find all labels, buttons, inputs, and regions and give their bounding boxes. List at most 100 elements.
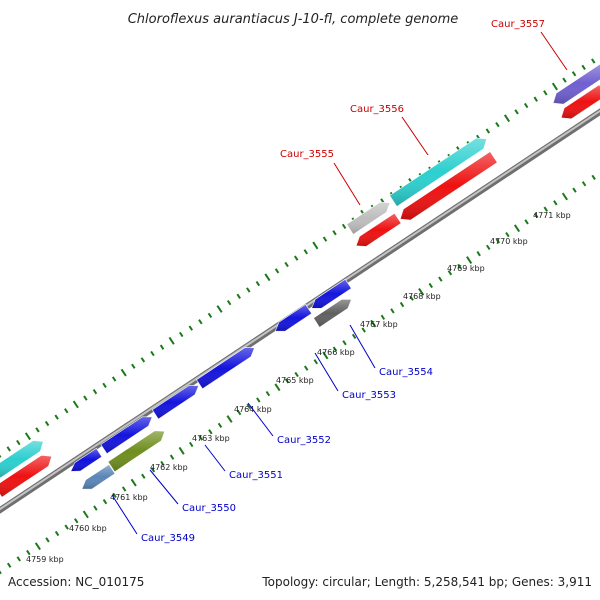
outer-tick-mark (341, 223, 347, 229)
inner-tick-mark (265, 390, 271, 397)
inner-tick-mark (543, 206, 548, 212)
map-title: Chloroflexus aurantiacus J-10-fl, comple… (128, 12, 459, 27)
inner-tick-mark (112, 492, 117, 498)
inner-tick-mark (370, 319, 377, 328)
inner-tick-mark (351, 333, 357, 339)
accession-text: Accession: NC_010175 (8, 575, 144, 589)
kbp-scale-labels: 4759 kbp 4760 kbp 4761 kbp 4762 kbp 4763 kbp… (26, 211, 571, 564)
outer-tick-mark (246, 287, 251, 293)
inner-tick-mark (332, 346, 338, 352)
gene-3552-arrow-shading (152, 385, 199, 419)
outer-tick-mark (120, 368, 127, 377)
inner-tick-mark (495, 238, 501, 244)
outer-tick-mark (551, 82, 558, 91)
genome-summary-text: Topology: circular; Length: 5,258,541 bp… (261, 575, 592, 589)
kbp-label: 4766 kbp (317, 348, 355, 357)
gene-3556b-arrow-shading (400, 151, 498, 220)
gene-3550-arrow-shading (108, 430, 165, 472)
gene-label: Caur_3551 (229, 470, 283, 481)
gene-label-leader (401, 116, 429, 156)
outer-tick-mark (131, 363, 136, 369)
outer-tick-mark (16, 439, 21, 446)
inner-tick-mark (246, 403, 251, 409)
inner-tick-mark (380, 314, 386, 320)
outer-tick-mark (44, 420, 50, 427)
outer-tick-mark (72, 400, 79, 409)
gene-3555-arrow-shading (346, 202, 390, 235)
gene-label-leader (333, 162, 361, 206)
inner-tick-ring (0, 174, 596, 575)
inner-tick-mark (513, 224, 521, 233)
inner-tick-mark (390, 308, 395, 314)
inner-tick-mark (226, 415, 233, 423)
gene-label: Caur_3554 (379, 367, 433, 378)
outer-tick-mark (514, 109, 519, 115)
gene-3554-arrow-a-shading (275, 304, 312, 332)
outer-tick-mark (102, 382, 107, 388)
gene-label-leader (111, 494, 138, 535)
outer-tick-mark (54, 414, 59, 420)
kbp-label: 4769 kbp (447, 264, 485, 273)
gene-3557b-arrow-shading (561, 84, 600, 119)
outer-tick-mark (92, 389, 98, 395)
inner-tick-mark (16, 556, 21, 562)
inner-tick-mark (447, 270, 453, 276)
outer-tick-mark (140, 357, 146, 363)
outer-tick-mark (226, 300, 232, 306)
gene-label-leader (149, 469, 179, 505)
gene-label: Caur_3549 (141, 533, 195, 544)
gene-label: Caur_3557 (491, 19, 545, 30)
outer-tick-mark (485, 128, 491, 134)
inner-tick-mark (581, 181, 587, 187)
inner-tick-mark (418, 287, 425, 296)
outer-tick-mark (543, 90, 548, 96)
inner-tick-mark (399, 301, 405, 308)
gene-3549b-arrow-shading (82, 464, 115, 490)
outer-tick-mark (322, 236, 328, 242)
inner-tick-mark (438, 276, 443, 282)
gene-label-leader (247, 402, 274, 437)
inner-tick-mark (524, 219, 529, 225)
inner-tick-mark (198, 435, 204, 441)
inner-tick-mark (553, 200, 558, 206)
gene-labels: Caur_3549 Caur_3550 Caur_3551 Caur_3552 Caur… (141, 19, 545, 544)
inner-tick-mark (74, 518, 79, 524)
gene-label: Caur_3553 (342, 390, 396, 401)
gene-3549-arrow-shading (70, 448, 102, 472)
outer-tick-mark (168, 336, 175, 345)
inner-tick-mark (82, 510, 89, 519)
inner-tick-mark (54, 530, 60, 537)
outer-tick-mark (312, 241, 319, 250)
inner-tick-mark (150, 467, 156, 473)
outer-tick-mark (207, 312, 213, 319)
outer-tick-mark (255, 280, 261, 287)
outer-tick-mark (571, 71, 577, 77)
outer-tick-mark (581, 64, 586, 71)
inner-tick-mark (294, 371, 299, 378)
gene-3555b-arrow-shading (356, 213, 402, 247)
inner-tick-mark (256, 397, 261, 403)
gene-label: Caur_3552 (277, 435, 331, 446)
inner-tick-mark (284, 378, 290, 384)
outer-tick-mark (0, 454, 2, 458)
inner-tick-mark (303, 365, 309, 371)
outer-tick-mark (533, 96, 538, 102)
outer-tick-mark (274, 268, 280, 274)
kbp-label: 4768 kbp (403, 292, 441, 301)
gene-3556-arrow-shading (389, 138, 487, 207)
inner-tick-mark (505, 231, 510, 238)
kbp-label: 4763 kbp (192, 434, 230, 443)
inner-tick-mark (466, 256, 473, 264)
gene-label: Caur_3550 (182, 503, 236, 514)
gene-label-leader (314, 352, 339, 392)
gene-label-leader (540, 31, 568, 71)
outer-tick-mark (236, 293, 241, 299)
inner-tick-mark (428, 282, 433, 289)
inner-tick-mark (34, 542, 41, 551)
outer-tick-mark (35, 427, 40, 433)
inner-tick-mark (342, 340, 347, 346)
outer-tick-mark (503, 114, 511, 123)
inner-tick-mark (322, 351, 329, 360)
outer-tick-mark (150, 350, 155, 357)
